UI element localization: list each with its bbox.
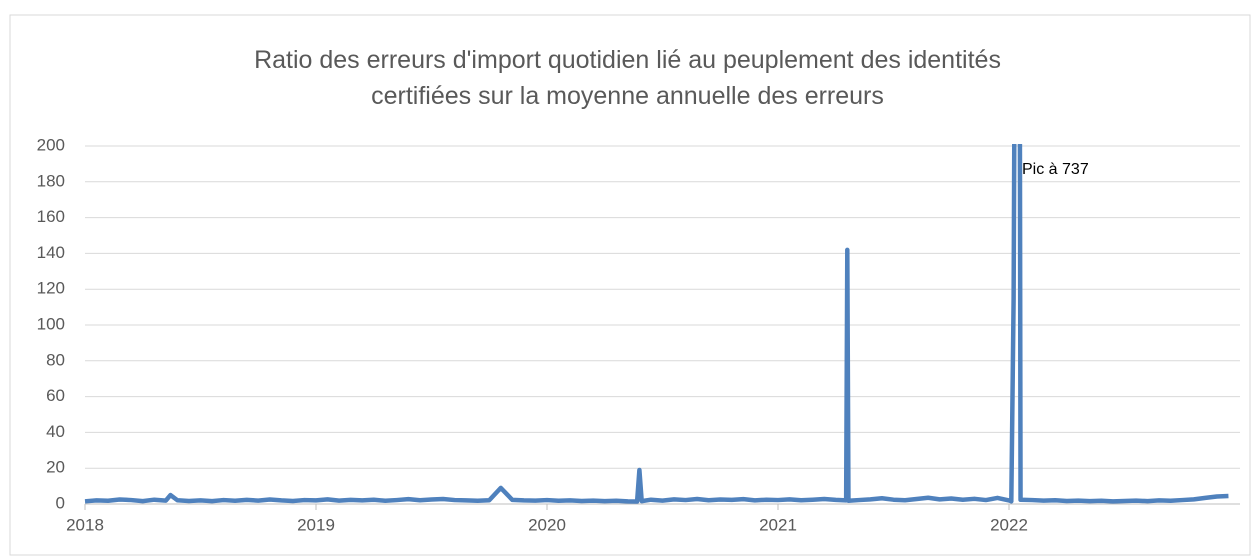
x-tick-label: 2022 [990, 515, 1028, 534]
annotation: Pic à 737 [1022, 161, 1089, 178]
y-tick-label: 0 [56, 493, 65, 512]
y-tick-label: 40 [46, 422, 65, 441]
y-tick-label: 20 [46, 458, 65, 477]
y-tick-label: 200 [37, 135, 65, 154]
x-tick-label: 2019 [297, 515, 335, 534]
y-tick-label: 140 [37, 243, 65, 262]
x-tick-label: 2018 [66, 515, 104, 534]
y-tick-label: 80 [46, 350, 65, 369]
x-tick-label: 2020 [528, 515, 566, 534]
data-line [84, 144, 1229, 504]
y-tick-label: 60 [46, 386, 65, 405]
x-tick-label: 2021 [759, 515, 797, 534]
y-tick-label: 120 [37, 279, 65, 298]
chart-title: Ratio des erreurs d'import quotidien lié… [254, 46, 1001, 110]
y-tick-label: 160 [37, 207, 65, 226]
chart-border [9, 14, 1251, 556]
y-tick-label: 180 [37, 171, 65, 190]
y-tick-label: 100 [37, 314, 65, 333]
